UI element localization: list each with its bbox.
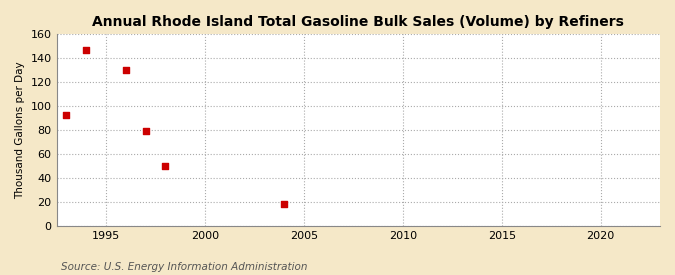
Point (120, 68, 131, 72)
Point (140, 129, 151, 133)
Point (61, 112, 72, 117)
Point (279, 202, 290, 207)
Point (160, 164, 171, 168)
Title: Annual Rhode Island Total Gasoline Bulk Sales (Volume) by Refiners: Annual Rhode Island Total Gasoline Bulk … (92, 15, 624, 29)
Text: Source: U.S. Energy Information Administration: Source: U.S. Energy Information Administ… (61, 262, 307, 272)
Point (81, 48, 92, 52)
Y-axis label: Thousand Gallons per Day: Thousand Gallons per Day (15, 61, 25, 199)
